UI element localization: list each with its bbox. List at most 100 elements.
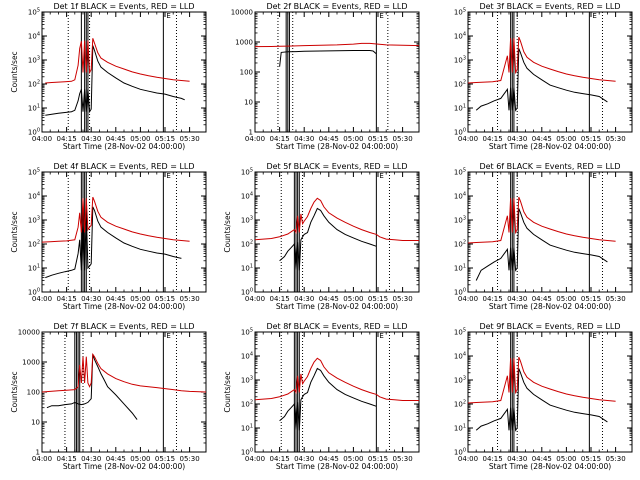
y-tick-label: 102 bbox=[454, 240, 466, 249]
x-tick-label: 04:15 bbox=[483, 135, 503, 143]
y-tick-label: 100 bbox=[241, 448, 253, 457]
chart-panel-5: Det 5f BLACK = Events, RED = LLD 100 101 10… bbox=[223, 162, 420, 311]
plot-frame bbox=[41, 331, 207, 453]
x-axis-label: Start Time (28-Nov-02 04:00:00) bbox=[276, 462, 398, 471]
x-tick-label: 05:15 bbox=[155, 455, 175, 463]
y-tick-label: 101 bbox=[241, 264, 253, 273]
y-tick-label: 100 bbox=[27, 389, 40, 397]
x-tick-label: 04:45 bbox=[106, 295, 126, 303]
series-events-line bbox=[475, 368, 608, 432]
series-events-line bbox=[279, 50, 377, 67]
x-axis-label: Start Time (28-Nov-02 04:00:00) bbox=[276, 142, 398, 151]
y-axis-label: Counts/sec bbox=[10, 211, 19, 252]
y-tick-label: 104 bbox=[241, 192, 253, 201]
y-tick-label: 1000 bbox=[22, 359, 40, 367]
event-marker-label: E bbox=[166, 172, 170, 180]
y-tick-label: 10 bbox=[244, 99, 253, 107]
y-tick-label: 102 bbox=[241, 400, 253, 409]
chart-title: Det 4f BLACK = Events, RED = LLD bbox=[53, 162, 194, 171]
y-tick-label: 103 bbox=[454, 376, 466, 385]
x-tick-label: 04:00 bbox=[32, 455, 52, 463]
series-events-line bbox=[475, 208, 608, 281]
chart-panel-9: Det 9f BLACK = Events, RED = LLD 100 101 10… bbox=[454, 322, 633, 471]
series-events-line bbox=[475, 48, 608, 112]
y-tick-label: 100 bbox=[28, 128, 40, 137]
event-marker-label: E bbox=[379, 332, 383, 340]
x-tick-label: 05:00 bbox=[556, 135, 576, 143]
x-tick-label: 04:30 bbox=[81, 455, 101, 463]
y-tick-label: 1000 bbox=[235, 39, 253, 47]
series-events-line bbox=[46, 354, 138, 420]
x-tick-label: 05:00 bbox=[130, 135, 150, 143]
plot-frame bbox=[254, 171, 420, 293]
y-tick-label: 100 bbox=[454, 288, 466, 297]
x-tick-label: 04:45 bbox=[319, 455, 339, 463]
x-tick-label: 04:15 bbox=[483, 455, 503, 463]
x-tick-label: 04:30 bbox=[294, 455, 314, 463]
y-tick-label: 104 bbox=[28, 32, 40, 41]
event-marker-label: E bbox=[592, 172, 596, 180]
y-tick-label: 104 bbox=[241, 352, 253, 361]
series-lld-line bbox=[467, 356, 616, 404]
y-tick-label: 105 bbox=[241, 168, 253, 177]
x-tick-label: 05:30 bbox=[180, 455, 200, 463]
x-tick-label: 04:00 bbox=[458, 135, 478, 143]
x-axis-label: Start Time (28-Nov-02 04:00:00) bbox=[63, 462, 185, 471]
x-tick-label: 04:00 bbox=[245, 135, 265, 143]
x-tick-label: 04:15 bbox=[270, 295, 290, 303]
x-tick-label: 05:15 bbox=[581, 455, 601, 463]
x-tick-label: 04:30 bbox=[81, 135, 101, 143]
series-lld-line bbox=[45, 38, 190, 84]
chart-title: Det 8f BLACK = Events, RED = LLD bbox=[266, 322, 407, 331]
y-tick-label: 104 bbox=[454, 192, 466, 201]
series-events-line bbox=[279, 207, 377, 271]
y-tick-label: 103 bbox=[241, 376, 253, 385]
y-tick-label: 10 bbox=[31, 419, 40, 427]
x-tick-label: 04:30 bbox=[294, 295, 314, 303]
y-tick-label: 105 bbox=[28, 8, 40, 17]
event-marker-label: E bbox=[592, 332, 596, 340]
x-tick-label: 05:30 bbox=[606, 295, 626, 303]
x-axis-label: Start Time (28-Nov-02 04:00:00) bbox=[276, 302, 398, 311]
x-tick-label: 04:15 bbox=[270, 455, 290, 463]
series-lld-line bbox=[254, 42, 420, 48]
y-tick-label: 104 bbox=[454, 32, 466, 41]
y-tick-label: 103 bbox=[454, 216, 466, 225]
y-tick-label: 101 bbox=[28, 104, 40, 113]
y-axis-label: Counts/sec bbox=[10, 51, 19, 92]
x-tick-label: 04:15 bbox=[483, 295, 503, 303]
y-tick-label: 101 bbox=[454, 424, 466, 433]
x-axis-label: Start Time (28-Nov-02 04:00:00) bbox=[63, 302, 185, 311]
y-axis-label: Counts/sec bbox=[223, 211, 232, 252]
plot-frame bbox=[467, 331, 633, 453]
x-tick-label: 05:00 bbox=[556, 455, 576, 463]
y-tick-label: 102 bbox=[454, 400, 466, 409]
chart-title: Det 9f BLACK = Events, RED = LLD bbox=[479, 322, 620, 331]
y-tick-label: 105 bbox=[454, 8, 466, 17]
x-axis-label: Start Time (28-Nov-02 04:00:00) bbox=[489, 462, 611, 471]
x-tick-label: 05:00 bbox=[343, 295, 363, 303]
y-tick-label: 100 bbox=[454, 448, 466, 457]
x-tick-label: 04:15 bbox=[57, 135, 77, 143]
x-tick-label: 04:45 bbox=[532, 135, 552, 143]
chart-title: Det 2f BLACK = Events, RED = LLD bbox=[266, 2, 407, 11]
chart-panel-4: Det 4f BLACK = Events, RED = LLD 100 101 10… bbox=[10, 162, 207, 311]
x-tick-label: 04:30 bbox=[81, 295, 101, 303]
x-axis-label: Start Time (28-Nov-02 04:00:00) bbox=[489, 142, 611, 151]
chart-panel-1: Det 1f BLACK = Events, RED = LLD 100 101 10… bbox=[10, 2, 207, 151]
y-tick-label: 102 bbox=[454, 80, 466, 89]
series-events-line bbox=[45, 45, 185, 116]
y-tick-label: 100 bbox=[240, 69, 253, 77]
chart-title: Det 5f BLACK = Events, RED = LLD bbox=[266, 162, 407, 171]
plot-frame bbox=[41, 171, 207, 293]
chart-panel-2: Det 2f BLACK = Events, RED = LLD 1 10 100 10… bbox=[231, 2, 420, 151]
series-lld-line bbox=[254, 357, 419, 401]
series-lld-line bbox=[41, 196, 190, 243]
chart-panel-6: Det 6f BLACK = Events, RED = LLD 100 101 10… bbox=[454, 162, 633, 311]
y-tick-label: 101 bbox=[454, 104, 466, 113]
x-tick-label: 04:00 bbox=[32, 135, 52, 143]
y-tick-label: 103 bbox=[241, 216, 253, 225]
y-tick-label: 100 bbox=[241, 288, 253, 297]
x-tick-label: 04:45 bbox=[106, 135, 126, 143]
